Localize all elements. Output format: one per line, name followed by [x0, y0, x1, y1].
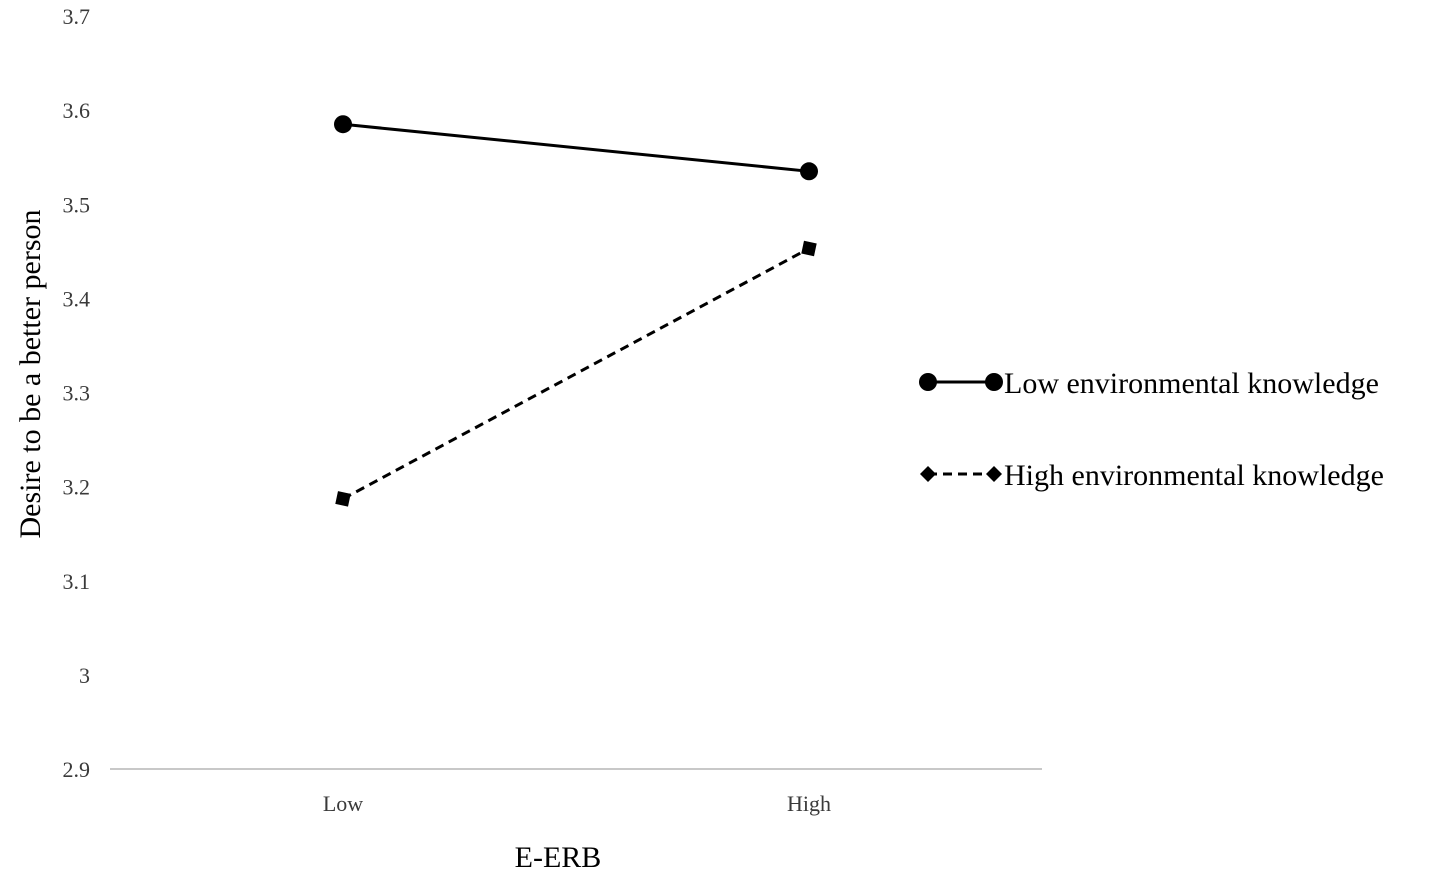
legend-marker — [919, 373, 937, 391]
data-point — [801, 240, 817, 257]
y-tick-label: 3 — [79, 663, 90, 688]
legend-item-1: Low environmental knowledge — [919, 367, 1379, 400]
y-tick-label: 3.7 — [63, 4, 91, 29]
y-axis-title: Desire to be a better person — [14, 209, 47, 538]
series-line — [342, 247, 810, 501]
x-tick-label: High — [787, 791, 831, 816]
legend-marker — [920, 466, 936, 482]
legend-label: High environmental knowledge — [1004, 459, 1384, 492]
y-tick-label: 3.3 — [63, 381, 91, 406]
series-2 — [335, 240, 817, 507]
data-point — [335, 491, 351, 507]
y-tick-labels: 2.9 3 3.1 3.2 3.3 3.4 3.5 3.6 3.7 — [63, 4, 91, 782]
series-line — [342, 122, 810, 173]
legend-marker — [986, 466, 1002, 482]
y-tick-label: 3.6 — [63, 98, 91, 123]
series-1 — [334, 115, 818, 181]
y-tick-label: 3.1 — [63, 569, 91, 594]
x-tick-labels: Low High — [323, 791, 831, 816]
data-point — [334, 115, 352, 134]
legend-marker — [985, 373, 1003, 391]
y-tick-label: 3.5 — [63, 192, 91, 217]
legend: Low environmental knowledge High environm… — [919, 367, 1384, 492]
x-tick-label: Low — [323, 791, 363, 816]
data-point — [800, 162, 818, 181]
legend-label: Low environmental knowledge — [1004, 367, 1379, 400]
legend-item-2: High environmental knowledge — [920, 459, 1384, 492]
y-tick-label: 3.4 — [63, 286, 91, 311]
y-tick-label: 2.9 — [63, 757, 91, 782]
x-axis-title: E-ERB — [515, 841, 602, 874]
plot-series — [334, 115, 818, 507]
y-tick-label: 3.2 — [63, 475, 91, 500]
